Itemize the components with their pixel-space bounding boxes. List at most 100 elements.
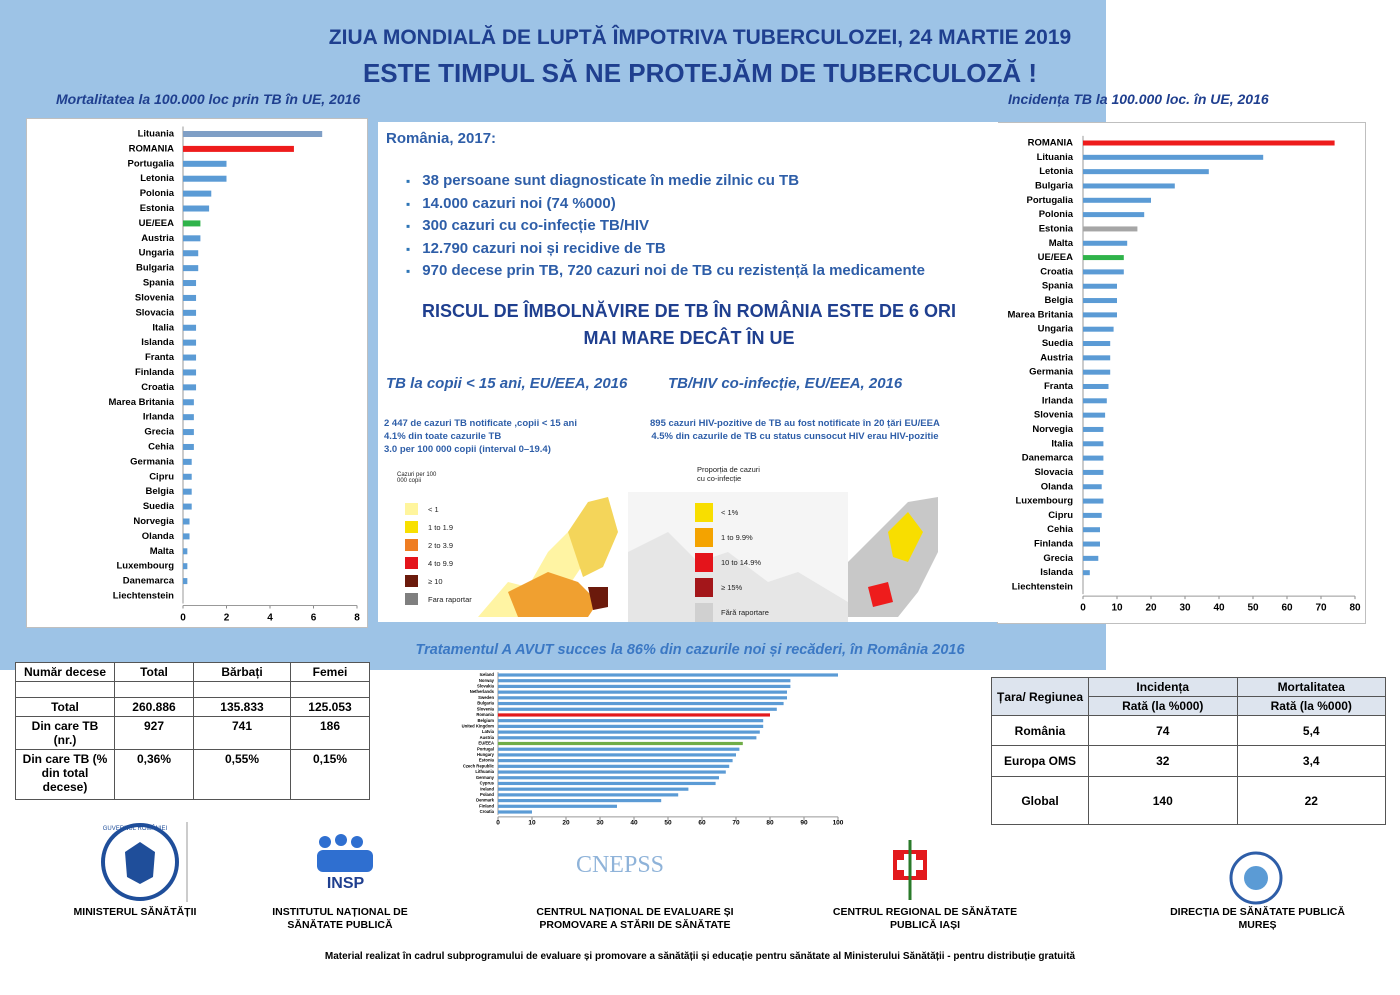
map-shape [588, 587, 608, 610]
map-shape [568, 497, 618, 577]
y-tick-label: Belgia [1044, 295, 1073, 306]
y-tick-label: Marea Britania [1008, 309, 1074, 320]
bar [1083, 341, 1111, 347]
table-cell: Țara/ Regiunea [991, 677, 1089, 716]
y-tick-label: Suedia [1042, 338, 1074, 349]
map-notes: 895 cazuri HIV-pozitive de TB au fost no… [650, 417, 940, 443]
bar [498, 787, 689, 791]
x-tick-label: 2 [224, 613, 230, 624]
x-tick-label: 0 [496, 820, 500, 827]
x-tick-label: 60 [1281, 603, 1293, 614]
y-tick-label: Bulgaria [477, 701, 494, 706]
table-row: Global 140 22 [991, 776, 1386, 825]
y-tick-label: Romania [476, 712, 494, 717]
y-tick-label: Portugalia [128, 158, 175, 169]
bar [498, 701, 784, 706]
bar [1083, 169, 1209, 175]
x-tick-label: 4 [267, 613, 273, 624]
y-tick-label: Portugal [477, 746, 494, 751]
bar [498, 770, 726, 774]
y-tick-label: Polonia [140, 188, 175, 199]
x-tick-label: 50 [664, 820, 672, 827]
bar [1083, 312, 1117, 318]
y-tick-label: Ungaria [1038, 324, 1074, 335]
x-tick-label: 0 [1080, 603, 1086, 614]
map-notes: 2 447 de cazuri TB notificate ,copii < 1… [384, 417, 577, 456]
note: 2 447 de cazuri TB notificate ,copii < 1… [384, 418, 577, 429]
table-row: Țara/ Regiunea Incidența Mortalitatea [991, 677, 1386, 716]
info-box: România, 2017: 38 persoane sunt diagnost… [378, 122, 998, 622]
bullet-list: 38 persoane sunt diagnosticate în medie … [406, 170, 925, 283]
bar [183, 414, 194, 421]
bullet: 970 decese prin TB, 720 cazuri noi de TB… [406, 260, 925, 283]
y-tick-label: Slovakia [477, 684, 495, 689]
bar [498, 719, 764, 723]
bar [183, 294, 197, 301]
page-subtitle: ESTE TIMPUL SĂ NE PROTEJĂM DE TUBERCULOZ… [362, 58, 1038, 88]
y-tick-label: Liechtenstein [113, 591, 174, 602]
x-tick-label: 100 [833, 820, 844, 827]
table-cell: Global [991, 776, 1089, 825]
table-row: Rată (la %000) Rată (la %000) [991, 696, 1386, 716]
y-tick-label: Cehia [1047, 524, 1074, 535]
institution: CENTRUL REGIONAL DE SĂNĂTATE PUBLICĂ IAȘ… [832, 906, 1018, 931]
y-tick-label: Slovenia [135, 292, 175, 303]
bar [498, 793, 679, 797]
y-tick-label: Franta [145, 352, 175, 363]
institution: MINISTERUL SĂNĂTĂȚII [73, 906, 197, 918]
legend-item: ≥ 10 [405, 572, 472, 590]
table-cell: Europa OMS [991, 745, 1089, 777]
table-cell: Mortalitatea [1236, 677, 1386, 697]
y-tick-label: Germania [1029, 367, 1074, 378]
bar [1083, 441, 1104, 447]
y-tick-label: Slovacia [135, 307, 174, 318]
legend-item: 10 to 14.9% [695, 550, 769, 575]
y-tick-label: Lituania [138, 129, 175, 140]
bar [183, 205, 210, 212]
y-tick-label: Bulgaria [1035, 180, 1074, 191]
y-tick-label: Olanda [1041, 481, 1074, 492]
bar [1083, 484, 1102, 490]
chart-box [26, 118, 368, 628]
bar [183, 354, 197, 361]
bar [498, 776, 719, 780]
legend-label: 10 to 14.9% [721, 558, 762, 567]
y-tick-label: Luxembourg [116, 561, 174, 572]
table-cell: Rată (la %000) [1236, 696, 1386, 716]
table-row: Număr decese Total Bărbați Femei [15, 662, 370, 682]
logo-text: GUVERNUL ROMÂNIEI [102, 826, 168, 832]
y-tick-label: Belgia [145, 486, 174, 497]
x-tick-label: 20 [1145, 603, 1157, 614]
y-tick-label: UE/EEA [1038, 252, 1074, 263]
bar [183, 131, 323, 137]
logo [101, 822, 188, 902]
bar [498, 804, 617, 808]
bar [1083, 154, 1264, 160]
bar [1083, 455, 1104, 461]
y-tick-label: Danemarca [123, 576, 175, 587]
info-title: România, 2017: [386, 130, 497, 147]
legend-label: 4 to 9.9 [428, 558, 454, 568]
map-shape [888, 512, 923, 562]
institution: CENTRUL NAȚIONAL DE EVALUARE ȘI PROMOVAR… [536, 906, 734, 931]
legend-item: Fără raportare [695, 600, 769, 625]
y-tick-label: Islanda [141, 337, 174, 348]
bar [183, 399, 194, 406]
bar [1083, 412, 1106, 418]
legend-item: ≥ 15% [695, 575, 769, 600]
y-tick-label: Lituania [1037, 152, 1074, 163]
bar [1083, 183, 1175, 189]
table-cell: 5,4 [1236, 715, 1386, 746]
y-tick-label: Cehia [148, 441, 175, 452]
legend-item: 1 to 1.9 [405, 518, 472, 536]
y-tick-label: Belgium [477, 718, 494, 723]
table-cell: 0,36% [114, 749, 194, 800]
table-cell: Din care TB (% din total decese) [15, 749, 115, 800]
bar [1083, 469, 1104, 475]
bar [1083, 326, 1114, 332]
y-tick-label: Slovacia [1034, 467, 1073, 478]
bar [1083, 426, 1104, 432]
bullet: 12.790 cazuri noi și recidive de TB [406, 238, 925, 261]
bar [1083, 527, 1100, 533]
y-tick-label: ROMANIA [1028, 138, 1074, 149]
